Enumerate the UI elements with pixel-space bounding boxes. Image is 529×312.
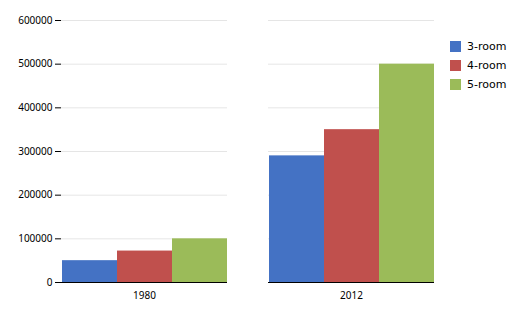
html-text:3-room: 3-room [467, 40, 507, 53]
svg-text:500000: 500000 [18, 56, 53, 70]
svg-text:600000: 600000 [18, 13, 53, 27]
svg-text:200000: 200000 [18, 187, 53, 201]
svg-text:1980: 1980 [133, 288, 156, 302]
svg-text:400000: 400000 [18, 100, 53, 114]
html-text:5-room: 5-room [467, 78, 507, 91]
svg-text:2012: 2012 [340, 288, 363, 302]
svg-text:300000: 300000 [18, 144, 53, 158]
html-text:4-room: 4-room [467, 59, 507, 72]
svg-text:0: 0 [47, 275, 53, 289]
svg-text:100000: 100000 [18, 231, 53, 245]
